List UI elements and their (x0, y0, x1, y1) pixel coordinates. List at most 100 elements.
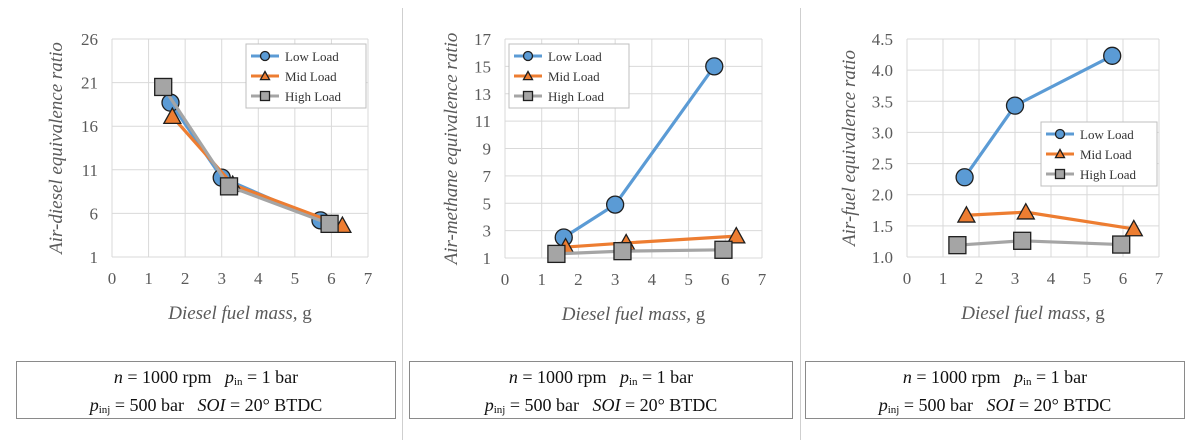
legend-label: Low Load (548, 49, 602, 64)
x-tick-label: 5 (1083, 269, 1092, 288)
data-point (1005, 96, 1025, 115)
legend-label: Mid Load (285, 69, 337, 84)
x-axis-label-italic: Diesel fuel mass, (561, 304, 696, 325)
y-axis-label: Air-diesel equivalence ratio (46, 42, 67, 256)
data-point (726, 226, 746, 244)
chart-panel-airfuel: 0 1 2 3 4 5 6 7 1.0 1.5 2.0 2.5 3.0 3.5 4.0 4.5 Diesel f… (803, 8, 1188, 440)
series-mid-load (956, 202, 1144, 237)
series-line (169, 101, 322, 222)
y-tick-label: 9 (483, 140, 492, 159)
y-tick-label: 1.5 (872, 217, 893, 236)
x-tick-label: 7 (758, 270, 767, 289)
legend-label: High Load (548, 89, 604, 104)
series-low-load (161, 93, 330, 230)
x-tick-label: 4 (648, 270, 657, 289)
data-point (1013, 231, 1032, 250)
data-point (948, 236, 967, 255)
data-point (320, 214, 339, 234)
x-axis-label-unit: g (696, 304, 706, 325)
y-axis-label: Air-fuel equivalence ratio (839, 50, 860, 248)
y-tick-label: 17 (474, 30, 492, 49)
x-tick-label: 0 (903, 269, 912, 288)
y-tick-label: 1 (90, 248, 99, 267)
x-tick-label: 6 (327, 269, 336, 288)
y-tick-label: 11 (475, 112, 491, 131)
legend-label: Low Load (285, 49, 339, 64)
series-high-load (547, 240, 733, 264)
series-line (556, 248, 724, 256)
x-tick-label: 6 (1119, 269, 1128, 288)
series-line (966, 210, 1135, 231)
series-line (565, 234, 737, 249)
legend-marker (522, 90, 534, 102)
data-point (1124, 219, 1144, 237)
data-point (1103, 46, 1122, 65)
series-line (957, 239, 1122, 247)
x-tick-label: 1 (939, 269, 948, 288)
chart-panel-methane: 0 1 2 3 4 5 6 7 1 3 5 7 9 11 13 15 17 Diesel fuel mass, g… (405, 8, 795, 440)
y-tick-label: 3.0 (872, 123, 893, 142)
x-tick-label: 3 (217, 269, 226, 288)
x-tick-label: 7 (1155, 269, 1164, 288)
y-tick-label: 2.5 (872, 155, 893, 174)
y-tick-label: 7 (483, 167, 492, 186)
y-tick-label: 13 (474, 85, 491, 104)
x-tick-label: 5 (291, 269, 300, 288)
legend-label: Low Load (1080, 127, 1134, 142)
x-tick-label: 3 (1011, 269, 1020, 288)
conditions-box: n = 1000 rpm pin = 1 bar pinj = 500 bar … (805, 361, 1185, 419)
x-axis-label: Diesel fuel mass, g (167, 303, 312, 324)
data-point (1112, 235, 1131, 254)
data-point (1016, 202, 1036, 220)
x-tick-label: 4 (254, 269, 263, 288)
y-tick-label: 4.0 (872, 61, 893, 80)
x-tick-label: 0 (501, 270, 510, 289)
legend-marker (1054, 128, 1066, 140)
x-axis-label: Diesel fuel mass, g (561, 304, 706, 325)
y-tick-label: 26 (81, 30, 98, 49)
panel-divider (800, 8, 801, 440)
y-tick-label: 15 (474, 57, 491, 76)
y-tick-label: 3.5 (872, 92, 893, 111)
legend-marker (1054, 168, 1066, 180)
x-tick-label: 6 (721, 270, 730, 289)
x-axis-label-unit: g (1095, 303, 1105, 324)
data-point (547, 244, 566, 264)
data-point (605, 195, 625, 214)
legend-marker (522, 50, 534, 62)
x-tick-label: 2 (574, 270, 583, 289)
series-line (171, 115, 343, 228)
y-tick-label: 5 (483, 194, 492, 213)
x-tick-label: 5 (684, 270, 693, 289)
y-tick-label: 3 (483, 222, 492, 241)
conditions-box: n = 1000 rpm pin = 1 bar pinj = 500 bar … (409, 361, 793, 419)
x-tick-label: 1 (537, 270, 546, 289)
chart-panel-diesel: 0 1 2 3 4 5 6 7 1 6 11 16 21 26 Diesel fuel mass, g Air… (10, 8, 400, 440)
x-axis-label: Diesel fuel mass, g (960, 303, 1105, 324)
legend-marker (1054, 148, 1066, 159)
data-point (955, 168, 974, 187)
y-axis-label: Air-methane equivalence ratio (441, 33, 462, 267)
chart-airfuel: 0 1 2 3 4 5 6 7 1.0 1.5 2.0 2.5 3.0 3.5 4.0 4.5 Diesel f… (839, 30, 1164, 324)
series-high-load (154, 77, 339, 234)
y-tick-label: 1 (483, 249, 492, 268)
legend-label: Mid Load (1080, 147, 1132, 162)
y-tick-label: 16 (81, 117, 98, 136)
y-tick-label: 4.5 (872, 30, 893, 49)
x-tick-label: 2 (181, 269, 190, 288)
y-tick-label: 21 (81, 74, 98, 93)
data-point (714, 240, 733, 259)
legend-marker (522, 70, 534, 81)
x-tick-label: 4 (1047, 269, 1056, 288)
y-tick-label: 11 (82, 161, 98, 180)
x-axis-label-italic: Diesel fuel mass, (960, 303, 1095, 324)
x-tick-label: 2 (975, 269, 984, 288)
x-tick-label: 7 (364, 269, 373, 288)
data-point (613, 242, 632, 261)
legend-marker (259, 90, 271, 102)
series-high-load (948, 231, 1131, 255)
data-point (154, 77, 173, 97)
data-point (162, 106, 182, 125)
